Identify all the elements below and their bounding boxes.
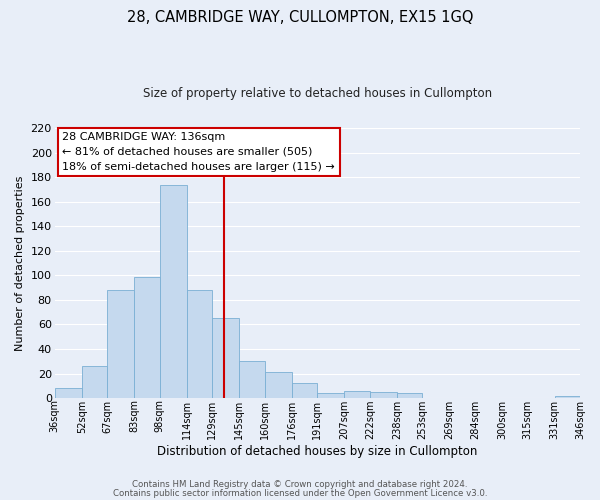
Text: 28 CAMBRIDGE WAY: 136sqm
← 81% of detached houses are smaller (505)
18% of semi-: 28 CAMBRIDGE WAY: 136sqm ← 81% of detach…: [62, 132, 335, 172]
Bar: [239, 361, 265, 398]
Bar: [55, 388, 82, 398]
Bar: [292, 384, 317, 398]
Bar: [554, 396, 580, 398]
Y-axis label: Number of detached properties: Number of detached properties: [15, 176, 25, 350]
Bar: [317, 393, 344, 398]
Text: 28, CAMBRIDGE WAY, CULLOMPTON, EX15 1GQ: 28, CAMBRIDGE WAY, CULLOMPTON, EX15 1GQ: [127, 10, 473, 25]
Text: Contains public sector information licensed under the Open Government Licence v3: Contains public sector information licen…: [113, 488, 487, 498]
Bar: [134, 276, 160, 398]
Bar: [82, 366, 107, 398]
Bar: [344, 390, 370, 398]
Bar: [370, 392, 397, 398]
Bar: [107, 290, 134, 398]
Text: Contains HM Land Registry data © Crown copyright and database right 2024.: Contains HM Land Registry data © Crown c…: [132, 480, 468, 489]
Bar: [187, 290, 212, 398]
Bar: [265, 372, 292, 398]
Bar: [160, 184, 187, 398]
Bar: [397, 393, 422, 398]
X-axis label: Distribution of detached houses by size in Cullompton: Distribution of detached houses by size …: [157, 444, 478, 458]
Bar: [212, 318, 239, 398]
Title: Size of property relative to detached houses in Cullompton: Size of property relative to detached ho…: [143, 88, 492, 101]
